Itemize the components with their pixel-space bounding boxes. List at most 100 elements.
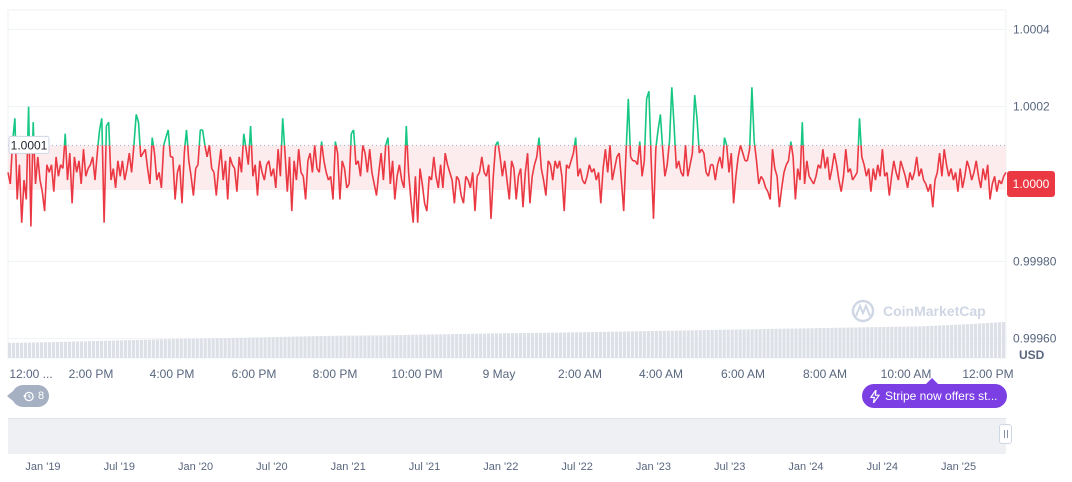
- history-icon: [23, 391, 34, 401]
- volume-bar: [159, 339, 163, 358]
- volume-bar: [271, 337, 275, 358]
- volume-bar: [199, 338, 203, 358]
- volume-bar: [786, 328, 790, 358]
- volume-bar: [918, 326, 922, 358]
- volume-bar: [99, 340, 104, 358]
- x-tick-label: 2:00 AM: [558, 367, 602, 381]
- volume-bar: [566, 332, 571, 358]
- volume-bar: [702, 330, 706, 358]
- volume-bar: [383, 335, 387, 358]
- volume-bar: [435, 334, 439, 358]
- volume-bar: [950, 324, 954, 358]
- volume-bar: [499, 333, 503, 358]
- promo-badge[interactable]: Stripe now offers st...: [862, 378, 1007, 408]
- volume-bar: [982, 323, 986, 358]
- volume-bar: [742, 329, 746, 358]
- volume-bar: [235, 337, 239, 358]
- history-button[interactable]: 8: [7, 385, 49, 407]
- current-price-box: [1007, 171, 1055, 197]
- volume-bar: [27, 342, 32, 358]
- volume-bar: [678, 330, 682, 358]
- volume-bar: [926, 326, 930, 358]
- volume-bar: [347, 335, 351, 358]
- volume-bar: [395, 335, 399, 358]
- volume-bar: [483, 333, 487, 358]
- volume-bar: [890, 326, 894, 358]
- volume-bar: [447, 334, 451, 358]
- volume-bar: [806, 328, 810, 358]
- volume-bar: [15, 342, 20, 358]
- volume-bar: [39, 342, 44, 358]
- volume-bar: [91, 341, 96, 358]
- range-label: Jul '23: [714, 461, 745, 473]
- volume-bar: [355, 335, 359, 358]
- volume-bar: [183, 338, 187, 358]
- y-tick-label: 0.99980: [1013, 254, 1057, 268]
- volume-bar: [179, 338, 183, 358]
- volume-bar: [958, 324, 962, 358]
- logo-icon: [851, 299, 875, 323]
- volume-bar: [522, 333, 527, 358]
- volume-bar: [299, 336, 303, 358]
- volume-bar: [546, 332, 551, 358]
- volume-bar: [215, 338, 219, 358]
- x-tick-label: 12:00 ...: [9, 367, 52, 381]
- volume-bar: [31, 342, 36, 358]
- volume-bar: [471, 333, 475, 358]
- volume-bar: [798, 328, 802, 358]
- volume-bar: [642, 331, 646, 358]
- volume-bar: [295, 336, 299, 358]
- volume-bar: [403, 334, 407, 358]
- volume-bar: [730, 329, 734, 358]
- volume-bar: [51, 342, 56, 358]
- volume-bar: [507, 333, 511, 358]
- volume-bar: [538, 332, 543, 358]
- volume-bar: [862, 327, 866, 358]
- volume-bar: [47, 342, 52, 358]
- volume-bar: [259, 337, 263, 358]
- volume-bar: [670, 330, 674, 358]
- volume-bar: [219, 338, 223, 358]
- volume-bar: [443, 334, 447, 358]
- range-label: Jan '20: [178, 461, 213, 473]
- range-handle-right[interactable]: [999, 424, 1012, 444]
- volume-bar: [155, 339, 159, 358]
- volume-bar: [279, 336, 283, 358]
- lightning-icon: [870, 389, 880, 403]
- volume-bar: [906, 326, 910, 358]
- volume-bar: [594, 331, 599, 358]
- volume-bar: [746, 329, 750, 358]
- volume-bar: [267, 337, 271, 358]
- volume-bar: [514, 333, 519, 358]
- range-label: Jul '20: [256, 461, 287, 473]
- volume-bar: [578, 332, 583, 358]
- volume-bar: [818, 328, 822, 358]
- volume-bar: [726, 329, 730, 358]
- volume-bar: [686, 330, 690, 358]
- volume-bar: [167, 339, 171, 358]
- x-tick-label: 8:00 PM: [313, 367, 358, 381]
- volume-bar: [838, 327, 842, 358]
- volume-bar: [187, 338, 191, 358]
- volume-bar: [479, 333, 483, 358]
- volume-bar: [750, 329, 754, 358]
- volume-bar: [554, 332, 559, 358]
- volume-bar: [467, 333, 471, 358]
- volume-bar: [139, 339, 143, 358]
- volume-bar: [127, 340, 131, 358]
- volume-bar: [503, 333, 507, 358]
- baseline-label-box: [8, 135, 50, 154]
- volume-bar: [910, 326, 914, 358]
- volume-bars: [8, 322, 1006, 358]
- volume-bar: [886, 326, 890, 358]
- volume-bar: [650, 330, 654, 358]
- volume-bar: [590, 332, 595, 358]
- volume-bar: [147, 339, 151, 358]
- range-navigator-track[interactable]: [8, 418, 1006, 454]
- volume-bar: [610, 331, 614, 358]
- volume-bar: [974, 323, 978, 358]
- volume-bar: [303, 336, 307, 358]
- x-tick-label: 6:00 PM: [232, 367, 277, 381]
